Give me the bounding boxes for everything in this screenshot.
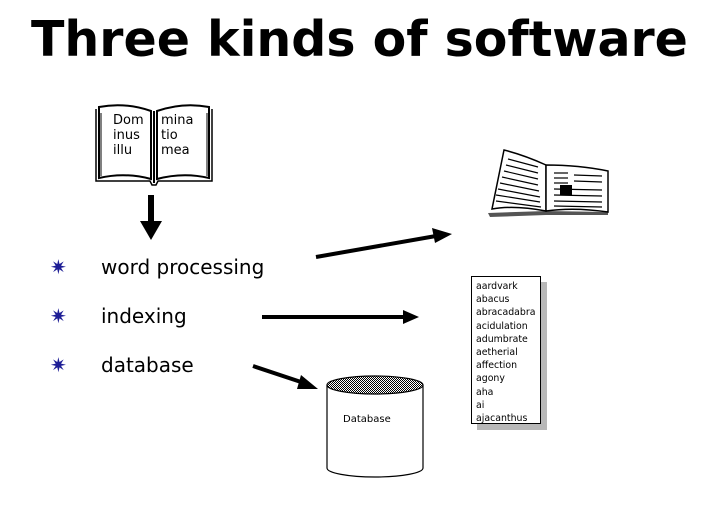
database-label: Database [343,414,391,425]
star-bullet-icon: ✷ [50,353,67,377]
word-list-item: abracadabra [476,307,536,319]
word-list-item: aetherial [476,347,518,359]
word-list-item: abacus [476,294,510,306]
word-list-item: ai [476,399,485,411]
star-bullet-icon: ✷ [50,255,67,279]
star-bullet-icon: ✷ [50,304,67,328]
page-title: Three kinds of software [31,11,688,68]
book-left-page-text: Dom inus illu [113,113,144,158]
open-magazine-icon [484,145,612,220]
arrow-to-magazine [315,228,452,259]
word-list-item: agony [476,373,505,385]
word-list-item: adumbrate [476,333,528,345]
bullet-label: indexing [101,304,187,328]
word-list-item: aha [476,386,494,398]
bullet-label: database [101,353,194,377]
arrow-to-database [252,364,318,389]
database-cylinder-icon [326,375,424,478]
down-arrow-icon [140,195,162,240]
open-book-icon: Dom inus illu mina tio mea [93,103,215,187]
word-list-item: affection [476,360,518,372]
word-list-item: ajacanthus [476,413,528,425]
book-right-page-text: mina tio mea [161,113,194,158]
word-list-item: acidulation [476,320,528,332]
bullet-label: word processing [101,255,265,279]
arrow-to-wordlist [262,310,419,324]
word-list-item: aardvark [476,281,518,292]
word-list-panel: aardvark abacus abracadabra acidulation … [471,276,541,424]
